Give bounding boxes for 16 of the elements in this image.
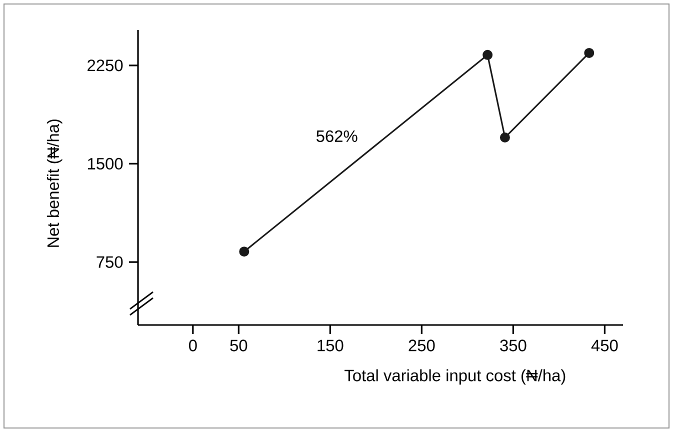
x-axis-title: Total variable input cost (₦/ha) bbox=[344, 369, 566, 385]
y-axis-title: Net benefit (₦/ha) bbox=[46, 120, 62, 247]
annotation: 562% bbox=[316, 130, 358, 142]
x-tick-label: 0 bbox=[188, 340, 197, 352]
point bbox=[239, 246, 250, 257]
y-tick-label: 1500 bbox=[88, 158, 123, 170]
point bbox=[482, 50, 493, 60]
x-tick-label: 50 bbox=[230, 340, 248, 352]
point bbox=[584, 48, 594, 58]
x-tick-label: 350 bbox=[500, 340, 526, 352]
x-tick-label: 150 bbox=[318, 340, 344, 352]
x-tick-label: 450 bbox=[591, 340, 618, 352]
y-tick-label: 750 bbox=[96, 256, 123, 268]
point bbox=[500, 132, 510, 143]
y-tick-label: 2250 bbox=[88, 60, 123, 72]
x-tick-label: 250 bbox=[408, 340, 435, 352]
